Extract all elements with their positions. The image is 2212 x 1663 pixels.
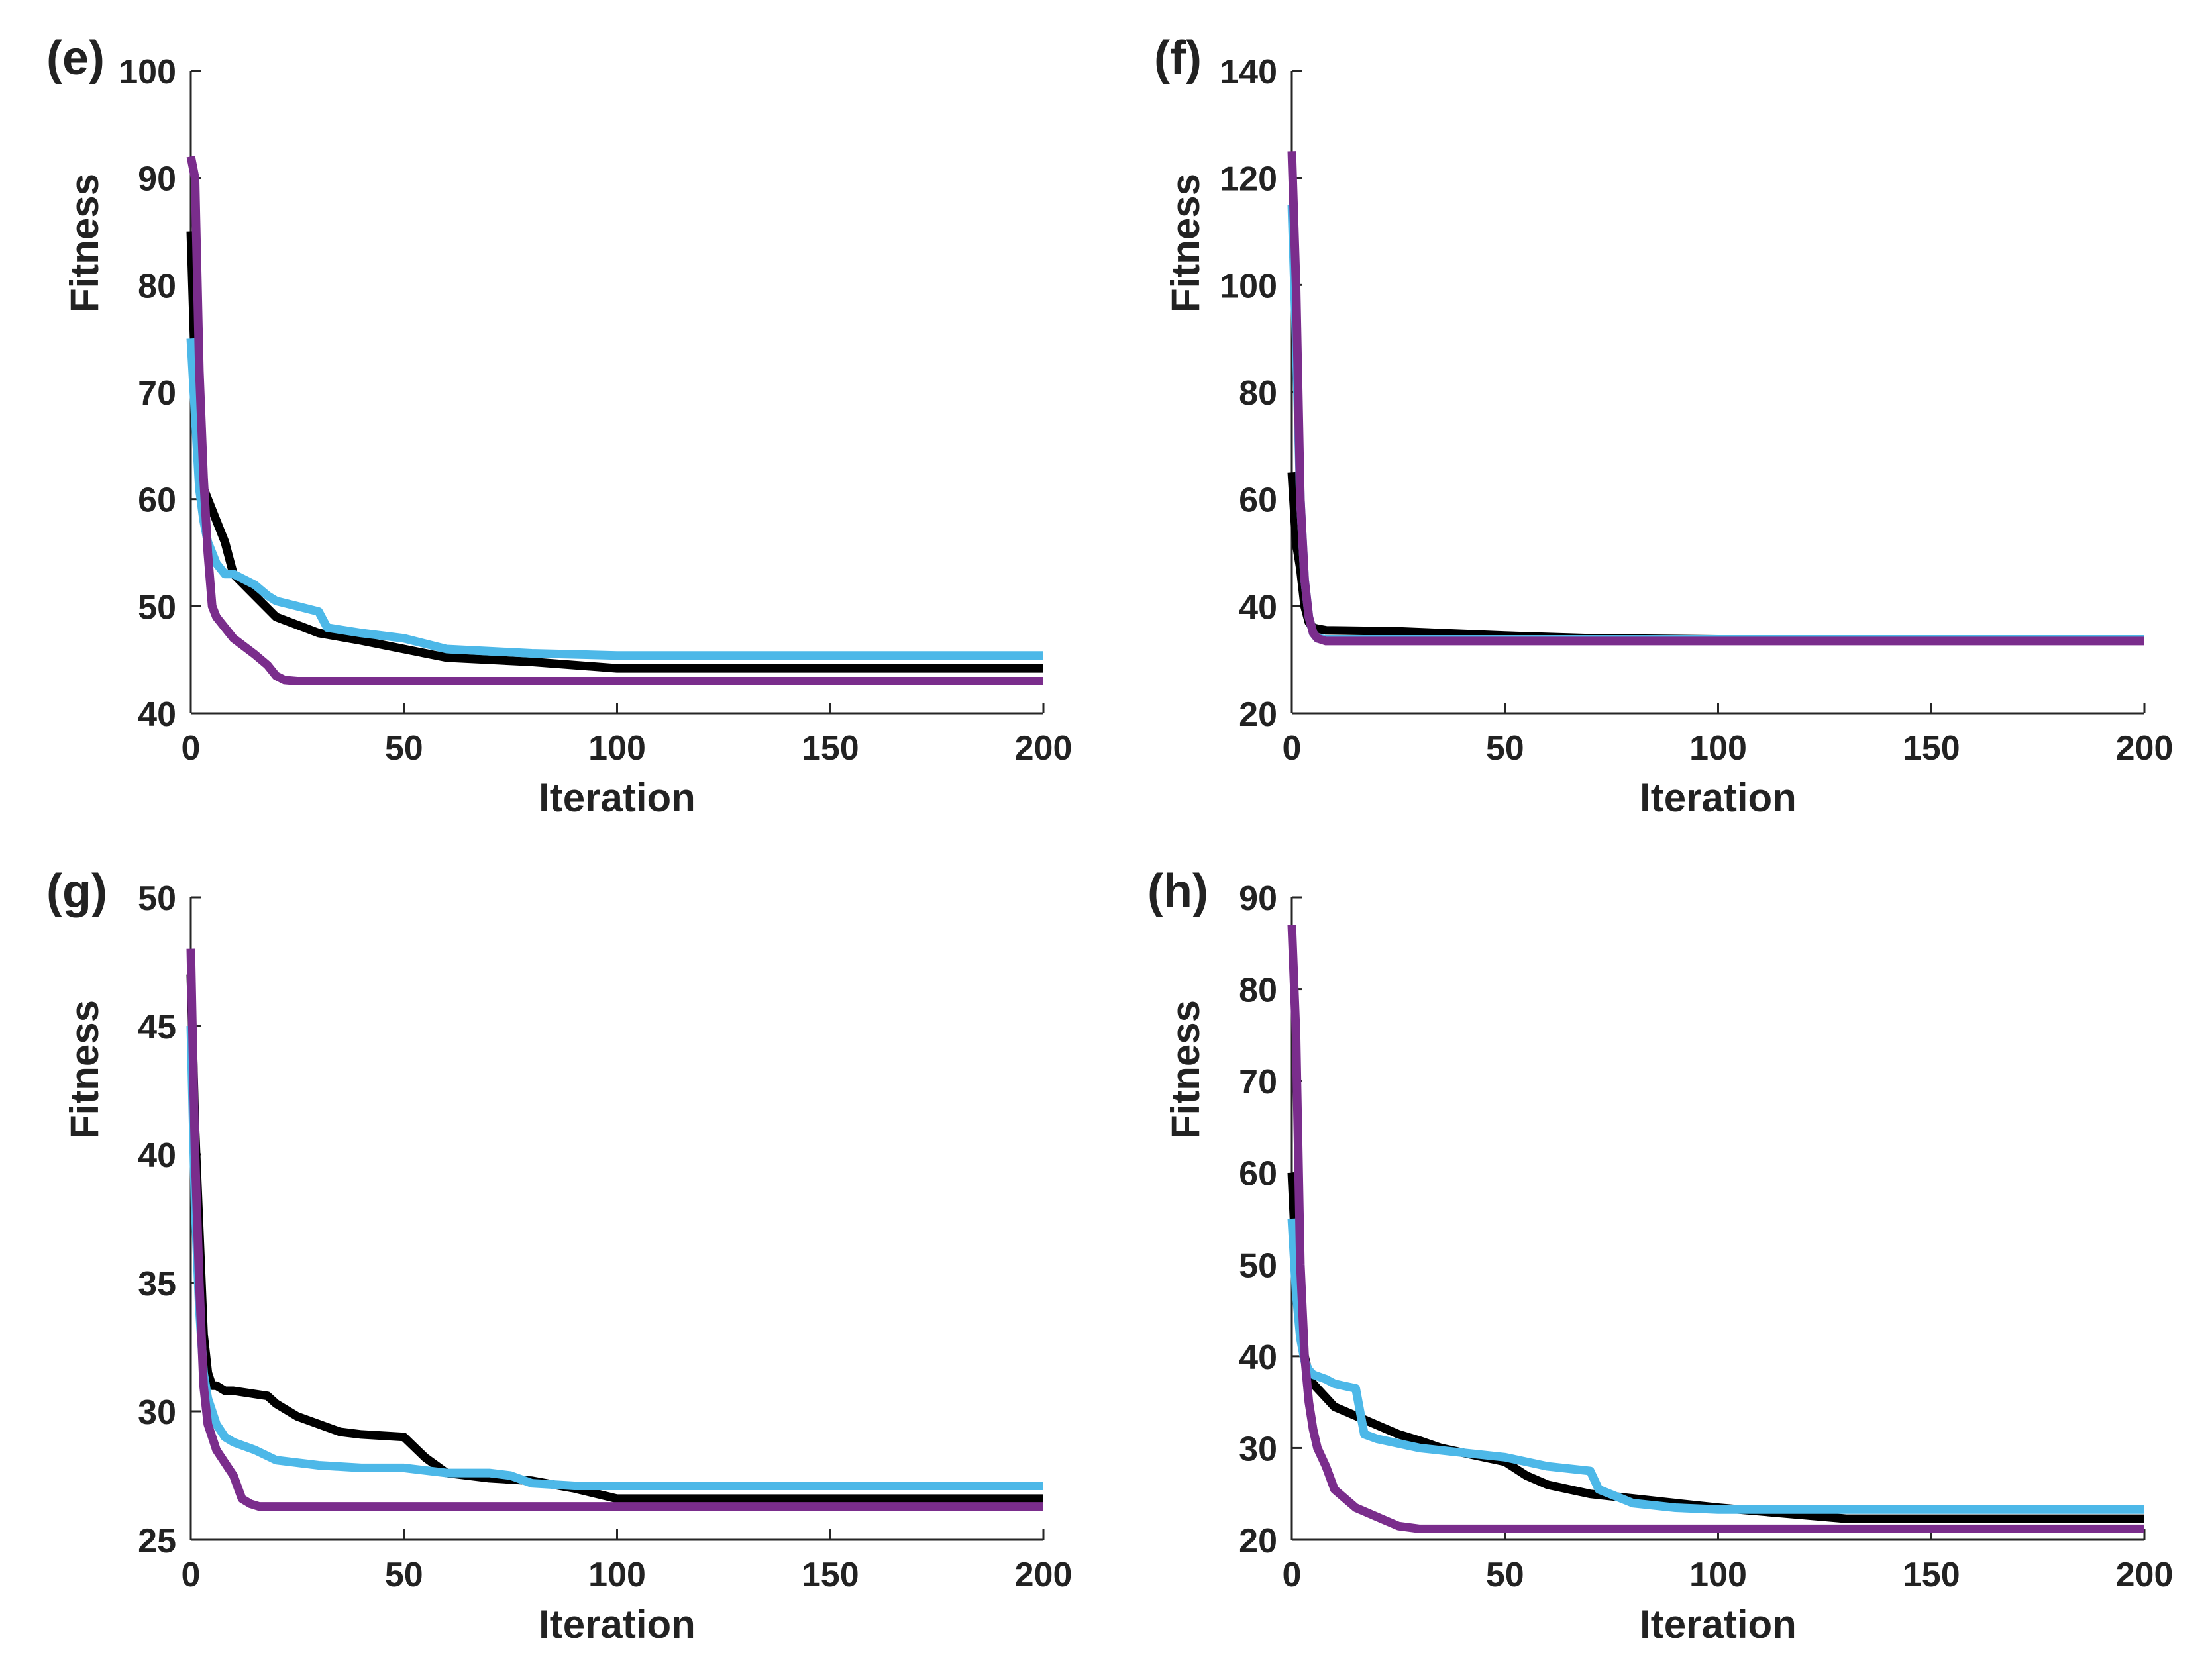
black-series-line [186, 974, 1043, 1503]
x-tick-label: 200 [2116, 1556, 2174, 1594]
x-tick-label: 100 [588, 1556, 646, 1594]
y-tick-label: 100 [1220, 267, 1277, 305]
blue-series-line [1287, 1218, 2144, 1514]
y-tick-label: 40 [138, 1136, 176, 1175]
y-tick-label: 120 [1220, 160, 1277, 199]
x-tick-label: 200 [2116, 729, 2174, 768]
panel-label: (f) [1154, 32, 1202, 85]
y-tick-label: 80 [138, 267, 176, 305]
y-axis-label: Fitness [62, 1000, 107, 1139]
chart-panel: 0 50 100 150 200 40 50 60 70 80 90 100 Iteration Fitn… [46, 32, 1072, 820]
y-tick-label: 35 [138, 1265, 176, 1303]
y-axis-label: Fitness [1163, 174, 1208, 313]
x-tick-label: 100 [1689, 729, 1747, 768]
y-tick-label: 90 [138, 160, 176, 199]
y-tick-label: 60 [1239, 1155, 1277, 1193]
x-tick-label: 100 [588, 729, 646, 768]
panel-label: (e) [46, 32, 105, 85]
black-series-line [1287, 472, 2144, 644]
y-tick-label: 80 [1239, 374, 1277, 413]
y-tick-label: 100 [119, 53, 176, 91]
x-tick-label: 0 [182, 729, 201, 768]
y-tick-label: 45 [138, 1008, 176, 1046]
y-tick-label: 90 [1239, 880, 1277, 918]
purple-series-line [1287, 925, 2144, 1533]
x-tick-label: 150 [802, 729, 859, 768]
blue-series-line [186, 1025, 1043, 1490]
purple-series-line [186, 948, 1043, 1511]
panel-label: (g) [46, 865, 107, 918]
y-tick-label: 50 [138, 588, 176, 627]
y-axis-label: Fitness [1163, 1000, 1208, 1139]
y-tick-label: 60 [1239, 481, 1277, 520]
blue-series-line [186, 338, 1043, 660]
x-tick-label: 150 [802, 1556, 859, 1594]
y-tick-label: 40 [1239, 588, 1277, 627]
x-tick-label: 50 [385, 1556, 423, 1594]
x-tick-label: 0 [1283, 729, 1302, 768]
y-tick-label: 50 [1239, 1246, 1277, 1285]
purple-series-line [186, 156, 1043, 685]
y-tick-label: 25 [138, 1522, 176, 1560]
y-tick-label: 80 [1239, 972, 1277, 1010]
chart-panel: 0 50 100 150 200 20 40 60 80 100 120 140 Iteration Fi… [1154, 32, 2173, 820]
y-axis-label: Fitness [62, 174, 107, 313]
x-tick-label: 200 [1015, 729, 1073, 768]
chart-panel: 0 50 100 150 200 25 30 35 40 45 50 Iteration Fitness… [46, 865, 1072, 1646]
x-tick-label: 150 [1903, 729, 1960, 768]
y-tick-label: 70 [138, 374, 176, 413]
x-tick-label: 50 [1486, 1556, 1524, 1594]
blue-series-line [1287, 204, 2144, 644]
y-tick-label: 40 [138, 695, 176, 734]
x-tick-label: 0 [182, 1556, 201, 1594]
chart-panel: 0 50 100 150 200 20 30 40 50 60 70 80 90 Iteration Fit… [1147, 865, 2173, 1646]
panel-label: (h) [1147, 865, 1208, 918]
y-tick-label: 50 [138, 880, 176, 918]
x-tick-label: 100 [1689, 1556, 1747, 1594]
x-tick-label: 50 [385, 729, 423, 768]
x-tick-label: 200 [1015, 1556, 1073, 1594]
y-tick-label: 140 [1220, 53, 1277, 91]
black-series-line [1287, 1172, 2144, 1523]
x-axis-label: Iteration [539, 1602, 696, 1646]
y-tick-label: 40 [1239, 1338, 1277, 1377]
y-tick-label: 60 [138, 481, 176, 520]
x-tick-label: 0 [1283, 1556, 1302, 1594]
x-tick-label: 150 [1903, 1556, 1960, 1594]
x-axis-label: Iteration [539, 776, 696, 820]
x-axis-label: Iteration [1640, 1602, 1797, 1646]
y-tick-label: 30 [1239, 1430, 1277, 1468]
x-tick-label: 50 [1486, 729, 1524, 768]
y-tick-label: 20 [1239, 695, 1277, 734]
y-tick-label: 20 [1239, 1522, 1277, 1560]
y-tick-label: 30 [138, 1393, 176, 1432]
x-axis-label: Iteration [1640, 776, 1797, 820]
purple-series-line [1287, 151, 2144, 646]
y-tick-label: 70 [1239, 1063, 1277, 1101]
black-series-line [186, 231, 1043, 673]
